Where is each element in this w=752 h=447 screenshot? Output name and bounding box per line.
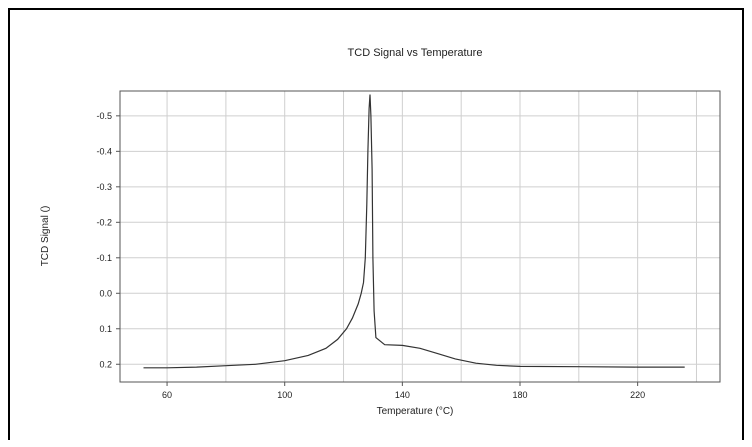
y-tick-label: -0.2 <box>96 217 112 227</box>
plot-border <box>119 90 721 383</box>
chart-frame: TCD Signal vs Temperature 60 100 140 180 220… <box>8 8 744 440</box>
x-axis-ticks: 60 100 140 180 220 <box>162 382 645 400</box>
series-line <box>143 94 685 369</box>
chart-svg: TCD Signal vs Temperature 60 100 140 180 220… <box>40 47 721 417</box>
x-tick-label: 220 <box>630 390 645 400</box>
y-tick-label: -0.1 <box>96 253 112 263</box>
x-tick-label: 100 <box>277 390 292 400</box>
grid <box>120 91 720 382</box>
chart-title: TCD Signal vs Temperature <box>348 47 483 59</box>
x-tick-label: 180 <box>512 390 527 400</box>
x-axis-label: Temperature (°C) <box>377 406 454 417</box>
y-tick-label: -0.5 <box>96 111 112 121</box>
y-axis-ticks: -0.5 -0.4 -0.3 -0.2 -0.1 0.0 0.1 0.2 <box>96 111 120 369</box>
y-axis-label: TCD Signal () <box>40 206 51 267</box>
y-tick-label: 0.0 <box>99 288 112 298</box>
x-tick-label: 140 <box>395 390 410 400</box>
y-tick-label: 0.1 <box>99 324 112 334</box>
y-tick-label: -0.3 <box>96 182 112 192</box>
x-tick-label: 60 <box>162 390 172 400</box>
y-tick-label: 0.2 <box>99 359 112 369</box>
y-tick-label: -0.4 <box>96 146 112 156</box>
